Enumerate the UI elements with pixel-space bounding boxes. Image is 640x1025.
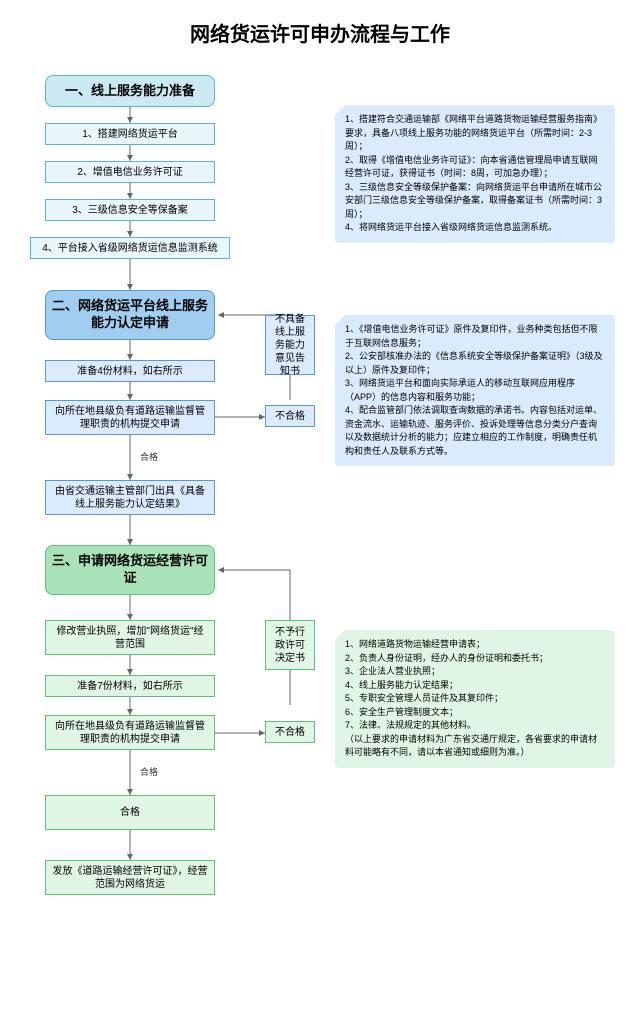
flowchart-canvas: 一、线上服务能力准备 1、搭建网络货运平台 2、增值电信业务许可证 3、三级信息… [0, 65, 640, 1005]
section3-reject-box: 不予行政许可决定书 [265, 620, 315, 670]
section2-step-2: 向所在地县级负有道路运输监督管理职责的机构提交申请 [45, 400, 215, 435]
section3-step-4: 发放《道路运输经营许可证》，经营范围为网络货运 [45, 860, 215, 895]
note-2: 1、《增值电信业务许可证》原件及复印件，业务种类包括但不限于互联网信息服务； 2… [335, 315, 615, 466]
section2-reject-box: 不具备线上服务能力意见告知书 [265, 315, 315, 375]
section2-step-3: 由省交通运输主管部门出具《具备线上服务能力认定结果》 [45, 480, 215, 515]
section1-step-2: 2、增值电信业务许可证 [45, 161, 215, 183]
page-title: 网络货运许可申办流程与工作 [0, 18, 640, 47]
section3-pass-box: 合格 [45, 795, 215, 830]
section3-step-2: 准备7份材料，如右所示 [45, 675, 215, 697]
section2-step-1: 准备4份材料，如右所示 [45, 360, 215, 382]
section1-step-3: 3、三级信息安全等保备案 [45, 199, 215, 221]
section2-fail-label-box: 不合格 [265, 405, 315, 427]
section1-step-4: 4、平台接入省级网络货运信息监测系统 [30, 237, 230, 259]
section3-fail-label-box: 不合格 [265, 721, 315, 743]
section3-pass-label: 合格 [140, 765, 158, 778]
note-1: 1、搭建符合交通运输部《网络平台道路货物运输经营服务指南》要求，具备八项线上服务… [335, 105, 615, 243]
section3-step-1: 修改营业执照，增加"网络货运"经营范围 [45, 620, 215, 655]
section1-header: 一、线上服务能力准备 [45, 75, 215, 107]
note-3: 1、网络道路货物运输经营申请表； 2、负责人身份证明，经办人的身份证明和委托书；… [335, 630, 615, 768]
section3-step-3: 向所在地县级负有道路运输监督管理职责的机构提交申请 [45, 715, 215, 750]
section2-header: 二、网络货运平台线上服务能力认定申请 [45, 290, 215, 340]
section2-pass-label: 合格 [140, 450, 158, 463]
section3-header: 三、申请网络货运经营许可证 [45, 545, 215, 595]
section1-step-1: 1、搭建网络货运平台 [45, 123, 215, 145]
